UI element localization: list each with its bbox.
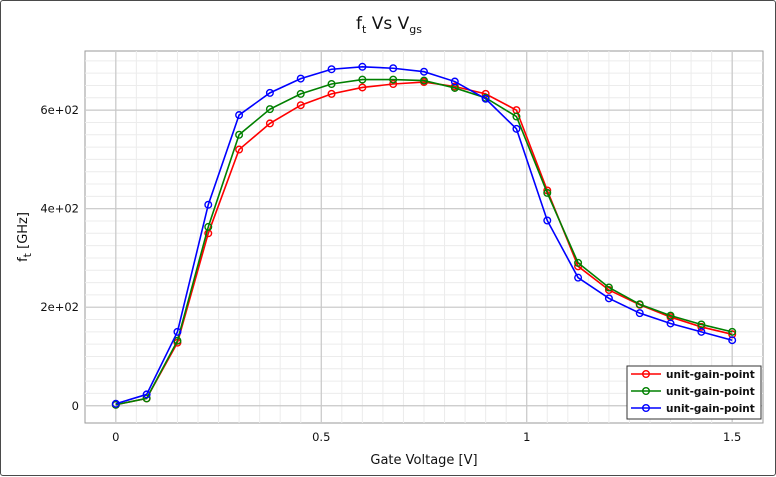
data-point bbox=[450, 77, 459, 86]
legend: unit-gain-point unit-gain-point unit-gain-… bbox=[626, 365, 762, 420]
x-axis-label: Gate Voltage [V] bbox=[370, 453, 477, 468]
series-layer bbox=[111, 62, 737, 409]
data-point bbox=[265, 88, 274, 97]
title-sub-t: t bbox=[362, 23, 367, 36]
data-point bbox=[173, 327, 182, 336]
y-tick-label: 2e+02 bbox=[40, 300, 79, 314]
data-point bbox=[235, 111, 244, 120]
data-point bbox=[327, 80, 336, 89]
y-axis-label: ft [GHz] bbox=[16, 212, 34, 262]
data-point bbox=[604, 294, 613, 303]
data-point bbox=[235, 130, 244, 139]
legend-label: unit-gain-point bbox=[666, 386, 755, 398]
data-point bbox=[543, 216, 552, 225]
data-point bbox=[296, 101, 305, 110]
data-point bbox=[604, 283, 613, 292]
data-point bbox=[389, 64, 398, 73]
data-point bbox=[327, 89, 336, 98]
ylabel-f: f bbox=[16, 257, 31, 262]
series-line bbox=[115, 65, 733, 405]
legend-marker bbox=[642, 404, 651, 413]
data-point bbox=[666, 319, 675, 328]
y-tick-label: 0 bbox=[72, 399, 79, 413]
data-point bbox=[142, 390, 151, 399]
data-point bbox=[635, 309, 644, 318]
data-point bbox=[389, 75, 398, 84]
legend-label: unit-gain-point bbox=[666, 369, 755, 381]
data-point bbox=[358, 83, 367, 92]
data-point bbox=[358, 62, 367, 71]
legend-marker bbox=[642, 370, 651, 379]
legend-marker bbox=[642, 387, 651, 396]
data-point bbox=[728, 327, 737, 336]
data-point bbox=[204, 222, 213, 231]
title-mid: Vs V bbox=[366, 14, 409, 34]
title-sub-gs: gs bbox=[409, 23, 422, 36]
legend-entry: unit-gain-point bbox=[631, 386, 755, 398]
data-point bbox=[173, 336, 182, 345]
ylabel-rest: [GHz] bbox=[16, 212, 31, 253]
data-point bbox=[697, 327, 706, 336]
data-point bbox=[420, 76, 429, 85]
x-tick-label: 0.5 bbox=[312, 430, 330, 444]
x-tick-label: 0 bbox=[112, 430, 119, 444]
legend-entry: unit-gain-point bbox=[631, 369, 755, 381]
data-point bbox=[697, 322, 706, 331]
data-point bbox=[697, 320, 706, 329]
data-point bbox=[574, 258, 583, 267]
data-point bbox=[327, 65, 336, 74]
legend-label: unit-gain-point bbox=[666, 403, 755, 415]
data-point bbox=[265, 119, 274, 128]
data-point bbox=[512, 124, 521, 133]
series-3 bbox=[111, 62, 737, 408]
data-point bbox=[543, 188, 552, 197]
x-tick-label: 1.5 bbox=[723, 430, 741, 444]
data-point bbox=[728, 336, 737, 345]
data-point bbox=[204, 200, 213, 209]
data-point bbox=[512, 112, 521, 121]
y-tick-label: 6e+02 bbox=[40, 103, 79, 117]
x-tick-label: 1 bbox=[523, 430, 530, 444]
legend-entry: unit-gain-point bbox=[631, 403, 755, 415]
data-point bbox=[265, 105, 274, 114]
data-point bbox=[358, 75, 367, 84]
title-f: f bbox=[356, 14, 363, 34]
ylabel-sub-t: t bbox=[21, 252, 34, 257]
axis-ticks: 0 0.5 1 1.5 0 2e+02 4e+02 6e+02 bbox=[40, 103, 741, 444]
data-point bbox=[481, 94, 490, 103]
series-line bbox=[115, 78, 733, 406]
data-point bbox=[296, 74, 305, 83]
data-point bbox=[420, 67, 429, 76]
data-point bbox=[111, 399, 120, 408]
data-point bbox=[666, 311, 675, 320]
series-2 bbox=[111, 75, 737, 409]
chart-title: ft Vs Vgs bbox=[356, 14, 422, 36]
data-point bbox=[574, 273, 583, 282]
series-line bbox=[115, 81, 733, 406]
y-tick-label: 4e+02 bbox=[40, 202, 79, 216]
data-point bbox=[635, 300, 644, 309]
data-point bbox=[296, 89, 305, 98]
data-point bbox=[235, 145, 244, 154]
data-point bbox=[389, 80, 398, 89]
